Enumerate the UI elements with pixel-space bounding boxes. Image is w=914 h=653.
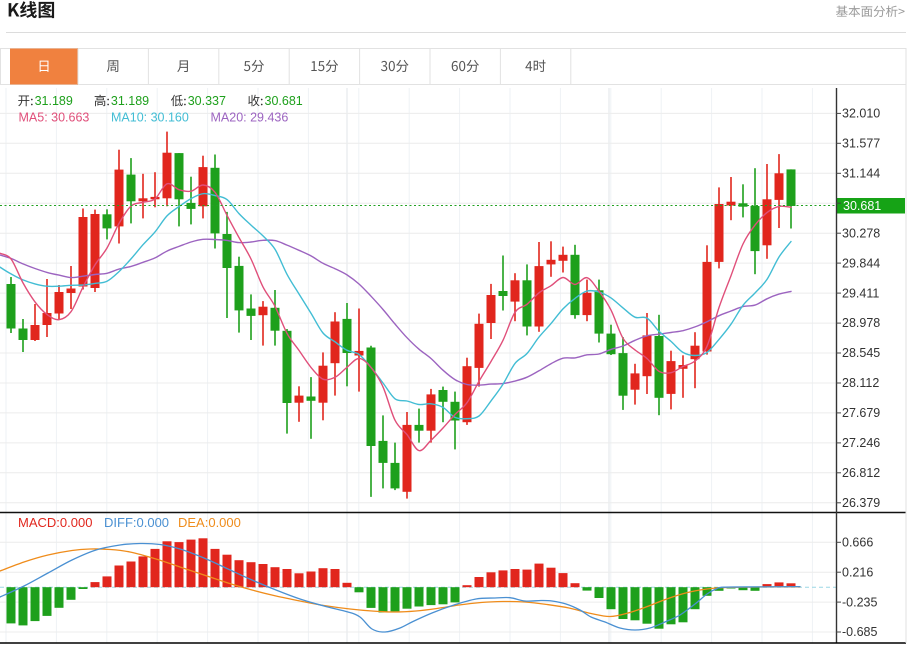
svg-text:29.411: 29.411 (842, 286, 879, 300)
svg-text:32.010: 32.010 (842, 107, 880, 121)
svg-text:28.545: 28.545 (842, 346, 880, 360)
svg-text:30.337: 30.337 (188, 94, 226, 108)
svg-text:MA20: 29.436: MA20: 29.436 (211, 111, 289, 125)
svg-text:-0.685: -0.685 (842, 625, 877, 639)
svg-text:31.189: 31.189 (111, 94, 149, 108)
svg-text:26.379: 26.379 (842, 496, 880, 510)
svg-text:29.844: 29.844 (842, 256, 880, 270)
svg-text:30.681: 30.681 (265, 94, 303, 108)
svg-text:30.278: 30.278 (842, 226, 880, 240)
svg-text:31.144: 31.144 (842, 167, 880, 181)
svg-text:31.189: 31.189 (35, 94, 73, 108)
svg-text:28.112: 28.112 (842, 376, 879, 390)
svg-text:31.577: 31.577 (842, 137, 880, 151)
svg-text:DIFF:0.000: DIFF:0.000 (104, 515, 169, 530)
svg-text:DEA:0.000: DEA:0.000 (178, 515, 241, 530)
svg-text:-0.235: -0.235 (842, 595, 877, 609)
svg-text:MA5: 30.663: MA5: 30.663 (19, 111, 90, 125)
svg-text:0.666: 0.666 (842, 536, 873, 550)
svg-text:27.679: 27.679 (842, 406, 880, 420)
svg-text:30.681: 30.681 (843, 199, 881, 213)
svg-text:MACD:0.000: MACD:0.000 (18, 515, 92, 530)
svg-text:26.812: 26.812 (842, 466, 880, 480)
svg-text:28.978: 28.978 (842, 316, 880, 330)
svg-text:0.216: 0.216 (842, 565, 873, 579)
svg-text:27.246: 27.246 (842, 436, 880, 450)
svg-text:MA10: 30.160: MA10: 30.160 (111, 111, 189, 125)
